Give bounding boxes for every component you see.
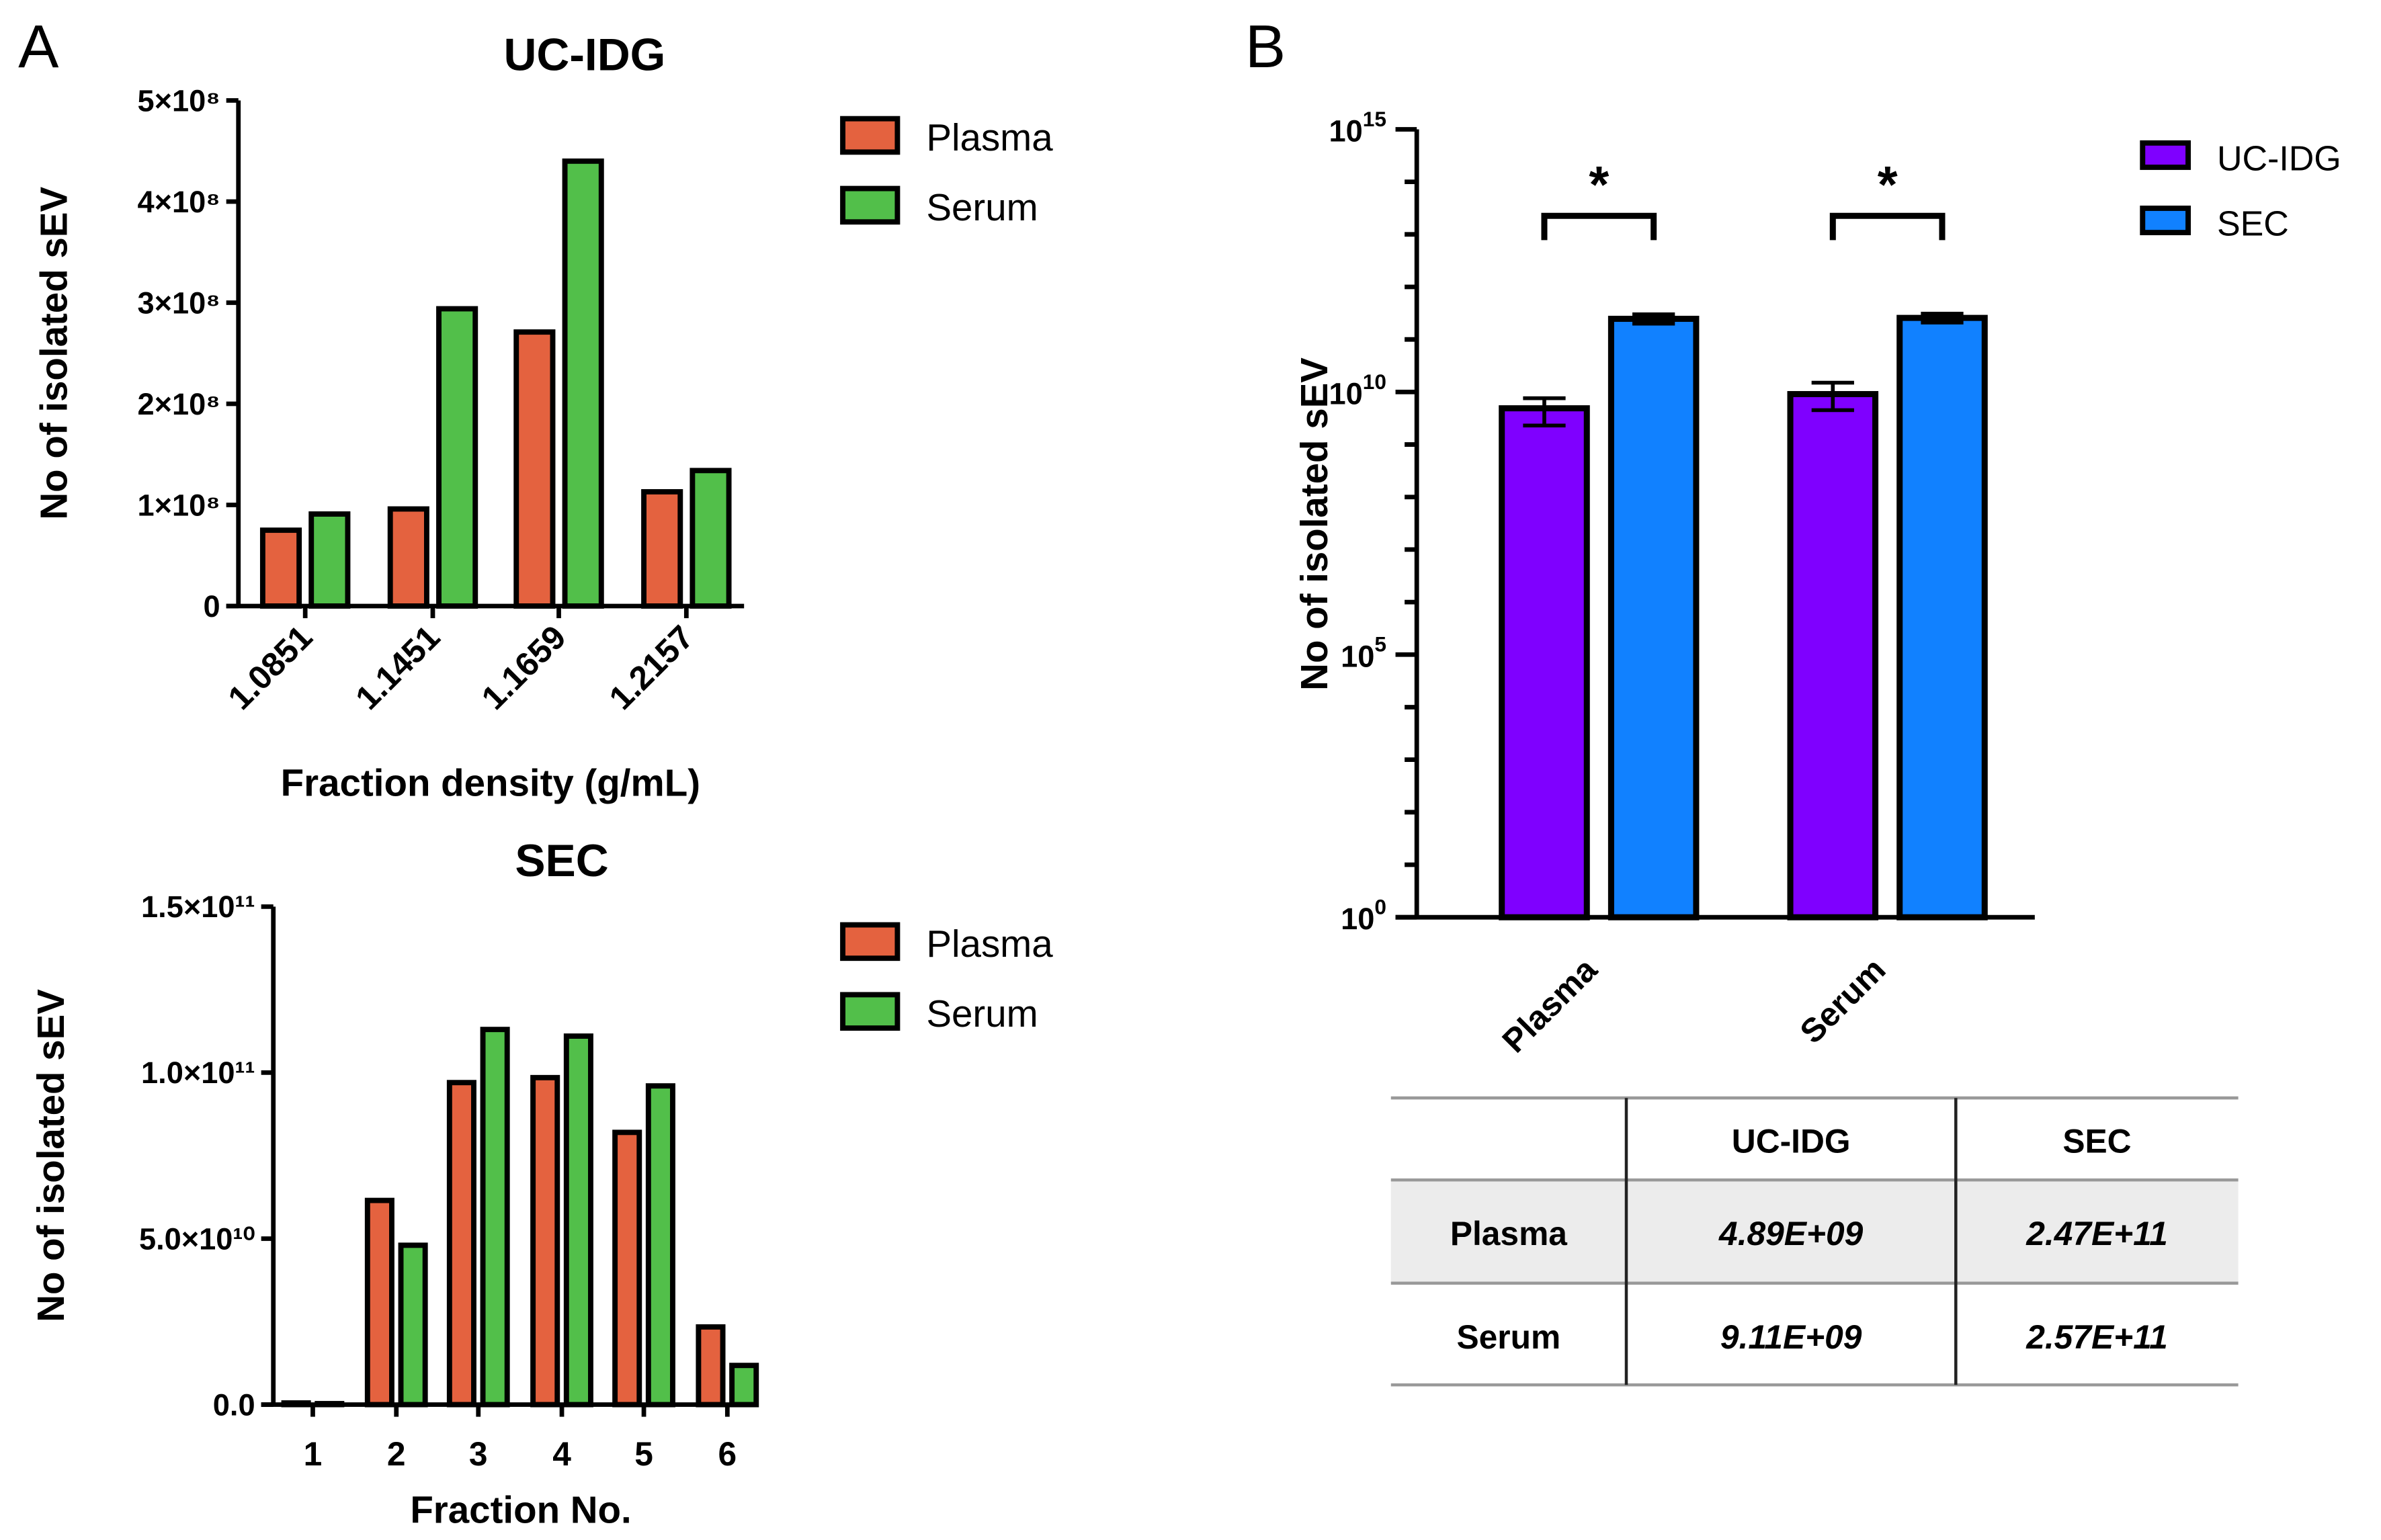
bar-serum-3 (480, 1027, 510, 1408)
significance-star: * (1878, 156, 1898, 214)
table-value-cell: 9.11E+09 (1720, 1318, 1862, 1356)
y-tick-exponent: 15 (1363, 107, 1386, 131)
y-tick-exponent: 10 (1363, 370, 1386, 394)
legend-swatch-plasma (840, 116, 901, 155)
y-tick-label: 4×10⁸ (137, 185, 220, 219)
y-axis-label: No of isolated sEV (1293, 357, 1335, 691)
legend-label-plasma: Plasma (926, 923, 1053, 965)
panel-label-b: B (1245, 13, 1286, 81)
bar-serum-1.1451 (436, 306, 478, 609)
table-value-cell: 4.89E+09 (1718, 1215, 1864, 1252)
legend-label-plasma: Plasma (926, 116, 1053, 159)
x-tick-label: 2 (387, 1435, 406, 1473)
table-header-cell: UC-IDG (1732, 1122, 1851, 1160)
chart-title: UC-IDG (503, 30, 665, 80)
table-value-cell: 2.57E+11 (2025, 1318, 2168, 1356)
legend-swatch-plasma (840, 922, 901, 961)
bar-plasma-1.1451 (387, 506, 429, 609)
y-tick-exponent: 5 (1374, 632, 1386, 656)
chart-uc-idg: 0 1×10⁸ 2×10⁸ 3×10⁸ 4×10⁸ 5×10⁸ 1.0851 1.1451 1.… (32, 30, 1053, 804)
x-tick-label: 5 (634, 1435, 653, 1473)
bar-serum-4 (563, 1033, 593, 1408)
bar-plasma-4 (530, 1074, 560, 1408)
bar-plasma-6 (696, 1324, 726, 1408)
bar-uc-idg-serum (1787, 391, 1879, 921)
bar-serum-5 (645, 1083, 675, 1408)
legend-label-serum: Serum (926, 186, 1038, 228)
y-axis-label: No of isolated sEV (30, 989, 72, 1322)
table-row-header: Plasma (1450, 1215, 1567, 1252)
table-row-shade (1390, 1180, 2239, 1283)
bar-uc-idg-plasma (1499, 405, 1590, 921)
x-tick-label: 6 (718, 1435, 737, 1473)
bar-serum-2 (398, 1242, 428, 1408)
bar-serum-1.1659 (562, 158, 604, 609)
x-tick-label: 4 (552, 1435, 571, 1473)
legend-swatch-serum (840, 992, 901, 1031)
bar-plasma-2 (364, 1197, 394, 1408)
table-header-cell: SEC (2062, 1122, 2131, 1160)
y-tick-label: 2×10⁸ (137, 387, 220, 421)
x-tick-label: 1.1659 (474, 618, 573, 717)
y-tick-label: 105 (1341, 632, 1386, 674)
bar-plasma-1.2157 (641, 488, 683, 609)
y-tick-label: 0 (203, 589, 220, 624)
x-axis-label: Fraction No. (410, 1489, 631, 1531)
bar-serum-6 (729, 1363, 759, 1408)
y-tick-base: 10 (1341, 902, 1374, 936)
y-tick-label: 1.0×10¹¹ (141, 1056, 255, 1090)
y-tick-label: 1×10⁸ (137, 488, 220, 522)
legend-label-sec: SEC (2217, 205, 2289, 244)
panel-label-a: A (18, 13, 59, 81)
y-tick-label: 100 (1341, 895, 1386, 937)
bar-serum-1.2157 (690, 468, 732, 609)
y-tick-label: 0.0 (213, 1387, 255, 1422)
significance-bracket (1829, 212, 1946, 241)
x-tick-label: 1.1451 (348, 618, 447, 717)
bar-sec-plasma (1607, 315, 1700, 921)
y-tick-exponent: 0 (1374, 895, 1386, 919)
table-row-header: Serum (1457, 1318, 1561, 1356)
bar-plasma-1.0851 (259, 527, 302, 609)
x-tick-label: 1.0851 (220, 618, 319, 717)
chart-sec: 0.0 5.0×10¹⁰ 1.0×10¹¹ 1.5×10¹¹ 1 2 3 4 5 6 SEC Frac… (30, 836, 1053, 1531)
y-axis-label: No of isolated sEV (32, 187, 75, 520)
y-tick-label: 1015 (1329, 107, 1386, 148)
bar-plasma-1.1659 (513, 329, 556, 609)
significance-star: * (1589, 156, 1609, 214)
y-tick-label: 1010 (1329, 370, 1386, 411)
legend-swatch-uc-idg (2140, 140, 2191, 170)
y-tick-label: 3×10⁸ (137, 286, 220, 320)
bar-plasma-3 (446, 1080, 476, 1408)
legend-label-serum: Serum (926, 992, 1038, 1035)
x-tick-label: 1.2157 (602, 618, 701, 717)
x-axis-label: Fraction density (g/mL) (281, 761, 700, 804)
legend-label-uc-idg: UC-IDG (2217, 139, 2341, 178)
bar-sec-serum (1896, 314, 1988, 921)
x-tick-label: Serum (1792, 951, 1892, 1051)
results-table: UC-IDG SEC Plasma 4.89E+09 2.47E+11 Serum 9.11… (1390, 1096, 2239, 1387)
legend-swatch-sec (2140, 206, 2191, 236)
bar-serum-1.0851 (308, 511, 351, 609)
table-value-cell: 2.47E+11 (2025, 1215, 2168, 1252)
y-tick-label: 5×10⁸ (137, 83, 220, 118)
y-tick-base: 10 (1341, 639, 1374, 673)
significance-bracket (1541, 212, 1657, 241)
y-tick-base: 10 (1329, 376, 1363, 411)
y-tick-label: 1.5×10¹¹ (141, 890, 255, 924)
y-tick-label: 5.0×10¹⁰ (139, 1222, 255, 1256)
x-tick-label: 3 (469, 1435, 488, 1473)
chart-title: SEC (515, 836, 608, 886)
bar-plasma-5 (612, 1129, 642, 1408)
x-tick-label: Plasma (1495, 950, 1604, 1060)
y-tick-base: 10 (1329, 114, 1363, 148)
x-tick-label: 1 (304, 1435, 323, 1473)
legend-swatch-serum (840, 185, 901, 225)
